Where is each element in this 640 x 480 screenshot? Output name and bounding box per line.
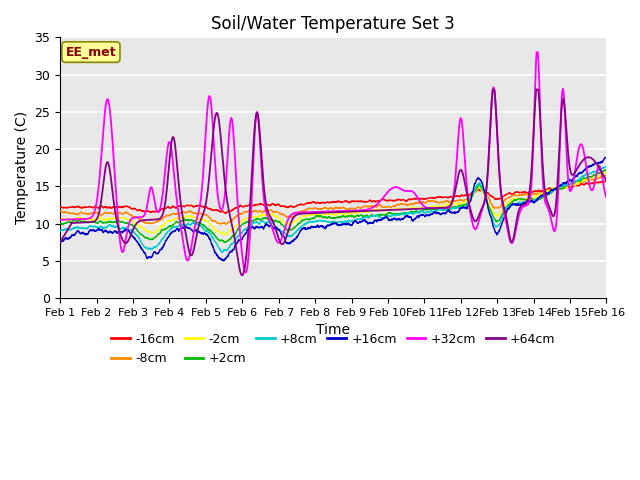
+64cm xyxy=(118,237,126,242)
+16cm xyxy=(56,240,64,245)
+8cm xyxy=(533,197,541,203)
-2cm xyxy=(290,220,298,226)
Line: +16cm: +16cm xyxy=(60,157,607,261)
+64cm xyxy=(266,213,274,219)
-8cm xyxy=(118,211,126,216)
-2cm xyxy=(592,174,600,180)
+8cm xyxy=(290,231,298,237)
Line: -8cm: -8cm xyxy=(60,175,607,224)
+16cm xyxy=(603,155,611,160)
-8cm xyxy=(290,213,298,219)
+16cm xyxy=(118,229,126,235)
-8cm xyxy=(151,220,159,226)
-16cm xyxy=(603,179,611,184)
+32cm xyxy=(533,49,541,55)
+16cm xyxy=(151,250,159,255)
+16cm xyxy=(533,197,541,203)
+32cm xyxy=(533,49,541,55)
-16cm xyxy=(151,209,159,215)
-16cm xyxy=(533,189,541,194)
+32cm xyxy=(56,217,64,223)
+8cm xyxy=(219,250,227,255)
-8cm xyxy=(56,208,64,214)
+16cm xyxy=(290,238,298,244)
+32cm xyxy=(290,211,298,216)
+8cm xyxy=(56,228,64,234)
-2cm xyxy=(603,169,611,175)
+64cm xyxy=(489,86,497,92)
-2cm xyxy=(533,192,541,198)
+64cm xyxy=(238,272,246,278)
-2cm xyxy=(118,216,126,221)
-2cm xyxy=(151,229,159,235)
+2cm xyxy=(533,196,541,202)
+64cm xyxy=(533,86,541,92)
+2cm xyxy=(220,239,228,245)
+2cm xyxy=(266,216,274,222)
+32cm xyxy=(266,218,274,224)
-2cm xyxy=(56,217,64,223)
+2cm xyxy=(603,167,611,173)
+32cm xyxy=(242,270,250,276)
+2cm xyxy=(602,167,610,172)
-2cm xyxy=(221,232,228,238)
+64cm xyxy=(592,160,600,166)
+64cm xyxy=(603,178,611,183)
+64cm xyxy=(56,239,64,245)
-16cm xyxy=(266,203,274,208)
+16cm xyxy=(602,155,609,160)
+64cm xyxy=(151,217,159,223)
+8cm xyxy=(118,225,126,230)
+32cm xyxy=(592,173,600,179)
+2cm xyxy=(290,225,298,231)
+8cm xyxy=(603,164,611,169)
+2cm xyxy=(592,172,600,178)
Line: -2cm: -2cm xyxy=(60,172,607,235)
+16cm xyxy=(592,160,600,166)
-8cm xyxy=(603,172,611,178)
-16cm xyxy=(290,204,298,209)
Line: +2cm: +2cm xyxy=(60,169,607,242)
-16cm xyxy=(222,211,230,216)
-16cm xyxy=(118,204,126,210)
Legend: -16cm, -8cm, -2cm, +2cm, +8cm, +16cm, +32cm, +64cm: -16cm, -8cm, -2cm, +2cm, +8cm, +16cm, +3… xyxy=(106,328,560,370)
+64cm xyxy=(290,215,298,220)
Title: Soil/Water Temperature Set 3: Soil/Water Temperature Set 3 xyxy=(211,15,455,33)
+16cm xyxy=(266,223,274,229)
Line: +8cm: +8cm xyxy=(60,167,607,252)
+2cm xyxy=(151,234,159,240)
-16cm xyxy=(602,178,609,184)
+8cm xyxy=(151,244,159,250)
-16cm xyxy=(56,204,64,210)
Line: +32cm: +32cm xyxy=(60,52,607,273)
X-axis label: Time: Time xyxy=(316,323,350,337)
+32cm xyxy=(603,195,611,201)
Line: -16cm: -16cm xyxy=(60,181,607,214)
+8cm xyxy=(266,220,274,226)
-8cm xyxy=(221,221,229,227)
Text: EE_met: EE_met xyxy=(66,46,116,59)
+2cm xyxy=(118,219,126,225)
Line: +64cm: +64cm xyxy=(60,89,607,275)
+8cm xyxy=(592,169,600,175)
-8cm xyxy=(592,176,600,181)
+32cm xyxy=(118,249,126,255)
Y-axis label: Temperature (C): Temperature (C) xyxy=(15,111,29,224)
+32cm xyxy=(151,200,159,206)
-2cm xyxy=(266,212,274,218)
-8cm xyxy=(266,207,274,213)
+16cm xyxy=(220,258,228,264)
+2cm xyxy=(56,220,64,226)
-16cm xyxy=(592,180,600,185)
-8cm xyxy=(533,191,541,197)
